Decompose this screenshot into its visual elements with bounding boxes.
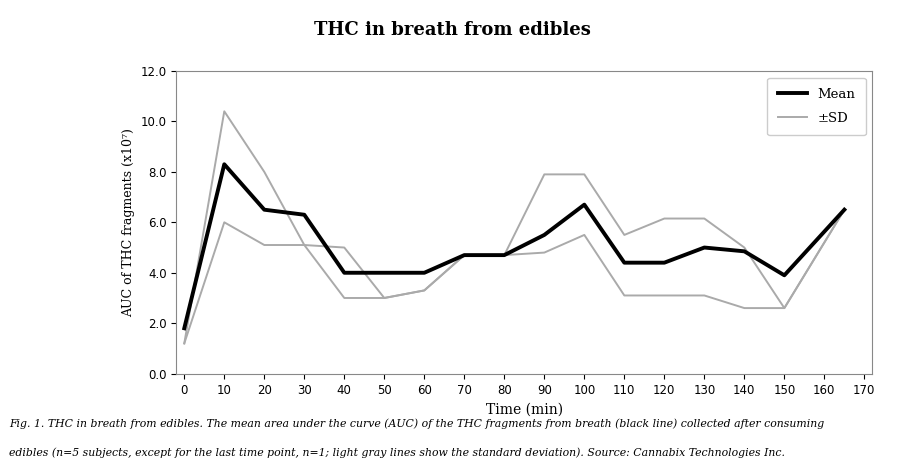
Text: Fig. 1. THC in breath from edibles. The mean area under the curve (AUC) of the T: Fig. 1. THC in breath from edibles. The … — [9, 419, 824, 429]
X-axis label: Time (min): Time (min) — [485, 403, 563, 417]
Text: edibles (n=5 subjects, except for the last time point, n=1; light gray lines sho: edibles (n=5 subjects, except for the la… — [9, 447, 784, 457]
Text: THC in breath from edibles: THC in breath from edibles — [313, 21, 590, 39]
Legend: Mean, ±SD: Mean, ±SD — [767, 78, 865, 135]
Y-axis label: AUC of THC fragments (x10⁷): AUC of THC fragments (x10⁷) — [122, 128, 135, 317]
